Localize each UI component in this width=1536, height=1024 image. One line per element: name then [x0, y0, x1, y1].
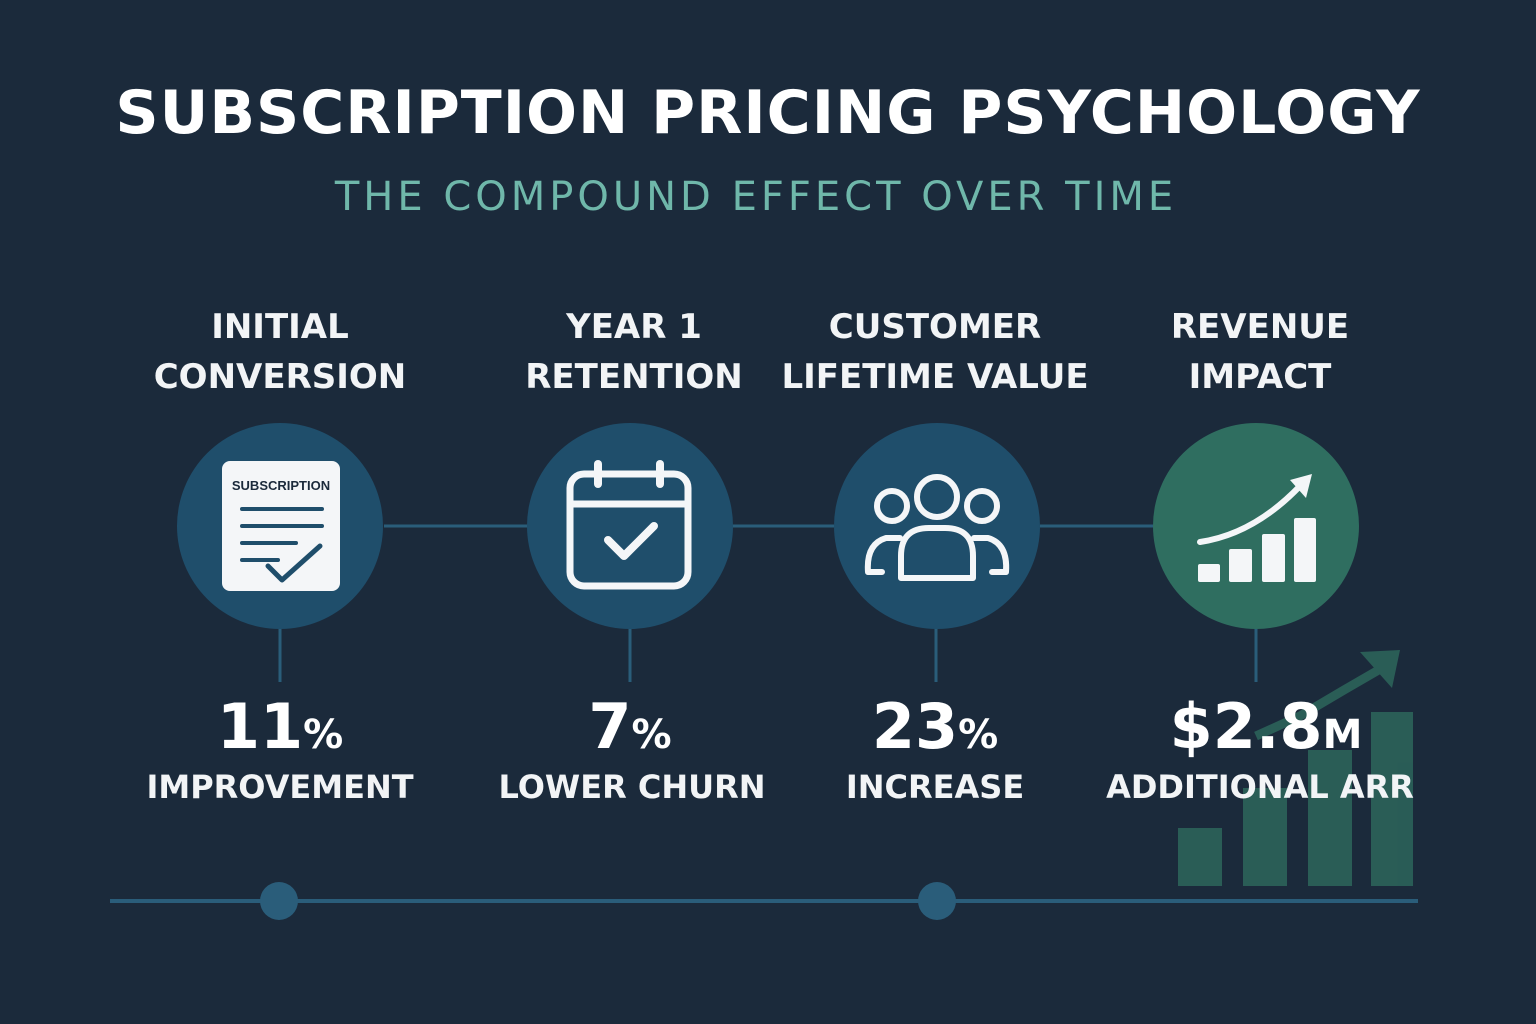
stage-1-circle: SUBSCRIPTION	[177, 423, 383, 629]
stage-stems	[278, 628, 1258, 682]
stage-2-value-unit: %	[631, 712, 672, 758]
deco-bar-1	[1178, 828, 1222, 886]
stage-2-title: YEAR 1 RETENTION	[444, 302, 824, 402]
stage-3-title-line-2: LIFETIME VALUE	[781, 357, 1089, 397]
timeline-dot-1	[260, 882, 298, 920]
stage-3-metric-value: 23%	[745, 690, 1125, 763]
stage-3-title: CUSTOMER LIFETIME VALUE	[745, 302, 1125, 402]
growth-chart-icon	[1197, 474, 1316, 582]
stage-4-metric-label: ADDITIONAL ARR	[1106, 768, 1414, 806]
deco-bar-2	[1243, 788, 1287, 886]
deco-trend-arrowhead	[1360, 650, 1400, 688]
stage-2-title-line-1: YEAR 1	[566, 307, 702, 347]
stage-3-metric-label: INCREASE	[845, 768, 1025, 806]
stage-2-title-line-2: RETENTION	[525, 357, 743, 397]
stage-4-title-line-2: IMPACT	[1188, 357, 1332, 397]
stage-3-circle	[834, 423, 1040, 629]
stage-3-title-line-1: CUSTOMER	[828, 307, 1042, 347]
stage-4-metric-value: $2.8M	[1076, 690, 1456, 763]
stage-2-circle	[527, 423, 733, 629]
stage-3-value-number: 23	[871, 690, 959, 763]
deco-trend-line	[1254, 664, 1385, 741]
calendar-check-icon	[566, 460, 692, 590]
stage-1-title-line-1: INITIAL	[211, 307, 349, 347]
decorative-growth-bars	[1178, 650, 1413, 886]
deco-bar-4	[1371, 712, 1413, 886]
stage-1-value-number: 11	[216, 690, 304, 763]
stage-4-value-number: $2.8	[1169, 690, 1323, 763]
stage-3-value-unit: %	[958, 712, 999, 758]
stage-4-title-line-1: REVENUE	[1170, 307, 1350, 347]
stage-1-title: INITIAL CONVERSION	[90, 302, 470, 402]
stage-1-metric-label: IMPROVEMENT	[146, 768, 414, 806]
stage-1-metric-value: 11%	[90, 690, 470, 763]
users-group-icon	[864, 474, 1010, 581]
stage-2-value-number: 7	[588, 690, 632, 763]
timeline-dot-2	[918, 882, 956, 920]
stage-2-metric-label: LOWER CHURN	[498, 768, 766, 806]
stage-4-value-unit: M	[1322, 712, 1363, 758]
stage-4-circle	[1153, 423, 1359, 629]
deco-bar-3	[1308, 750, 1352, 886]
stage-2-metric-value: 7%	[440, 690, 820, 763]
icon-subscription-text: SUBSCRIPTION	[232, 478, 330, 493]
page-subtitle: THE COMPOUND EFFECT OVER TIME	[334, 174, 1178, 220]
page-title: SUBSCRIPTION PRICING PSYCHOLOGY	[115, 78, 1421, 148]
stage-4-title: REVENUE IMPACT	[1070, 302, 1450, 402]
timeline	[110, 882, 1418, 920]
stage-1-title-line-2: CONVERSION	[153, 357, 407, 397]
stage-1-value-unit: %	[303, 712, 344, 758]
subscription-document-icon: SUBSCRIPTION	[222, 461, 340, 591]
